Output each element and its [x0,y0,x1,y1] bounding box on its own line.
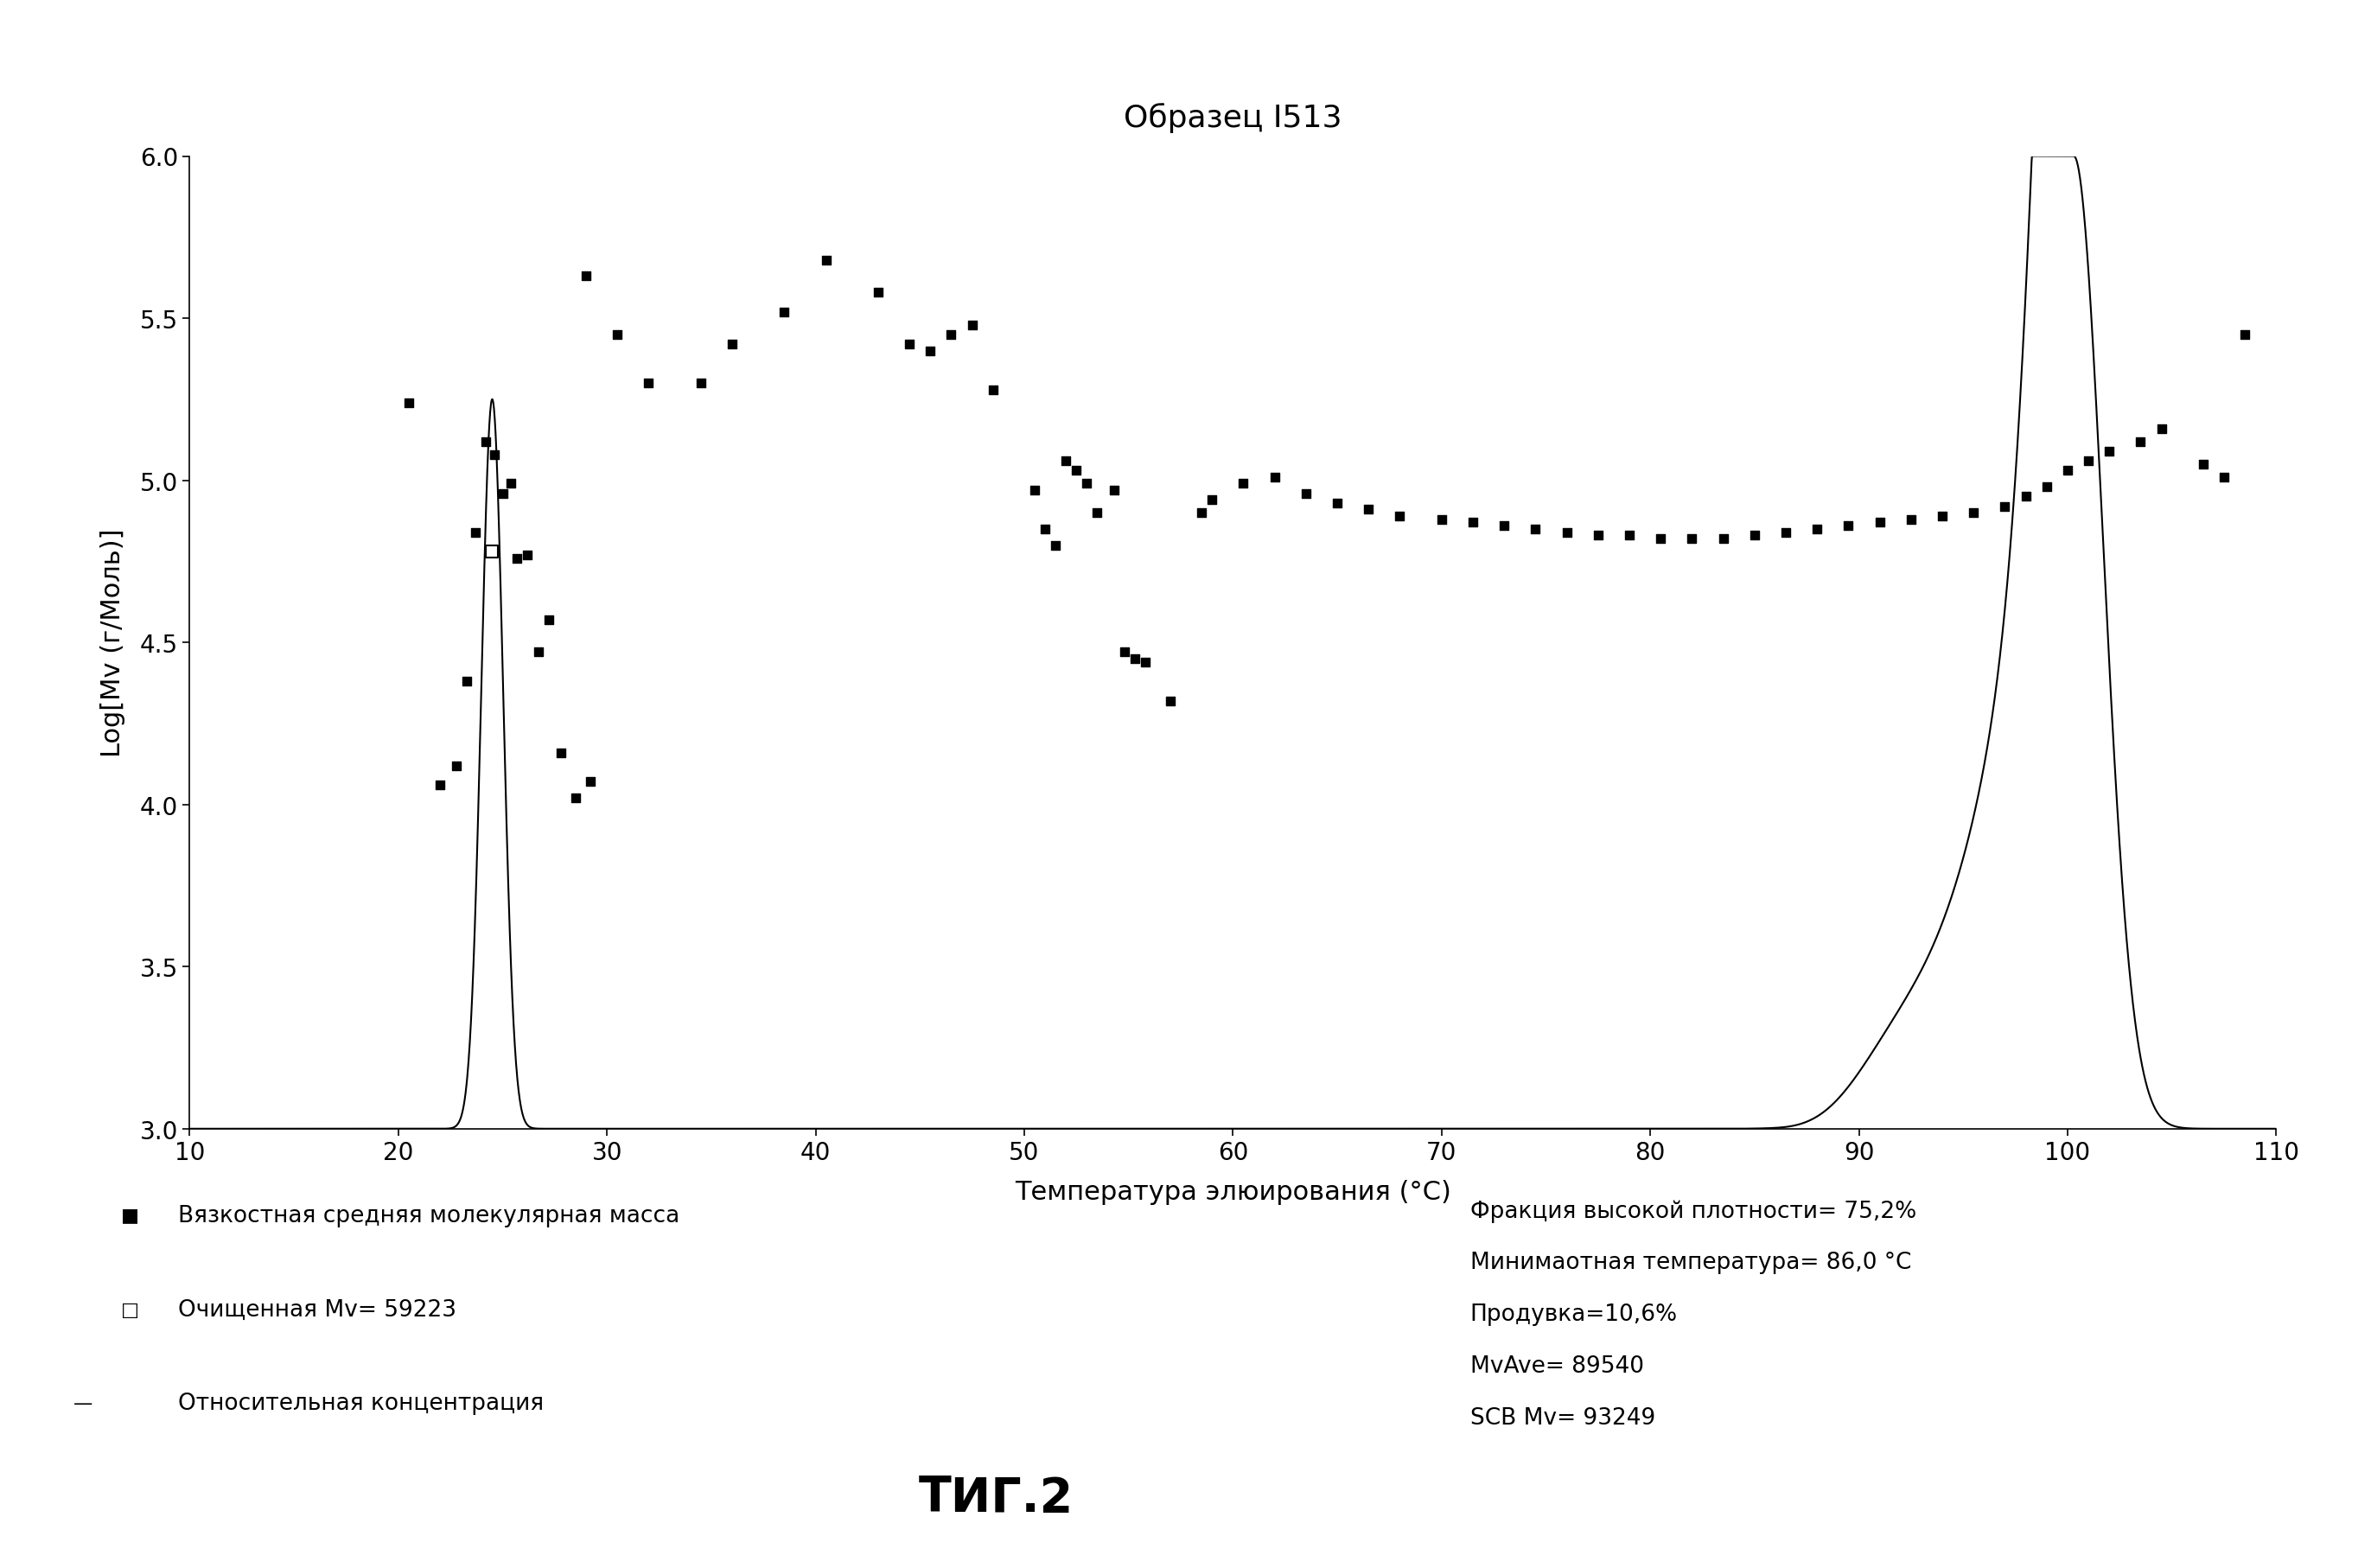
Point [714,332,752,358]
Point [1057,458,1095,483]
Point [557,786,595,811]
Y-axis label: Log[Mv (г/Моль)]: Log[Mv (г/Моль)] [100,528,126,757]
Point [2205,466,2243,491]
Point [422,773,460,798]
Point [529,608,567,633]
Point [631,372,669,397]
Point [439,754,477,779]
Point [974,378,1012,403]
Point [1105,640,1143,665]
Point [891,332,929,358]
Title: Образец I513: Образец I513 [1124,102,1342,133]
Text: ΤИГ.2: ΤИГ.2 [918,1474,1074,1521]
Point [806,248,844,273]
Point [858,281,896,306]
Point [1048,448,1086,474]
Point [510,543,548,568]
Point [910,339,948,364]
Point [1517,517,1555,543]
Text: Относительная концентрация: Относительная концентрация [178,1392,543,1414]
Text: Очищенная Mv= 59223: Очищенная Mv= 59223 [178,1298,455,1320]
Point [467,430,505,455]
Point [1117,646,1155,671]
X-axis label: Температура элюирования (°C): Температура элюирования (°C) [1015,1179,1451,1204]
Point [571,770,609,795]
Point [543,740,581,765]
Point [389,390,427,416]
Point [1257,466,1295,491]
Point [766,299,804,325]
Point [1152,688,1190,713]
Point [2070,448,2108,474]
Point [458,521,496,546]
Point [2143,417,2181,442]
Text: Вязкостная средняя молекулярная масса: Вязкостная средняя молекулярная масса [178,1204,680,1226]
Point [2184,452,2222,477]
Point [1015,478,1053,503]
Point [1380,503,1418,528]
Point [1610,524,1648,549]
Point [932,323,970,348]
Point [1579,524,1617,549]
Point [1079,500,1117,525]
Point [1453,511,1491,536]
Point [1923,503,1961,528]
Point [1674,527,1712,552]
Point [1987,494,2025,519]
Text: ■: ■ [121,1206,140,1225]
Point [2122,430,2160,455]
Point [953,312,991,337]
Point [597,323,635,348]
Text: SCB Mv= 93249: SCB Mv= 93249 [1470,1406,1655,1428]
Text: Продувка=10,6%: Продувка=10,6% [1470,1303,1679,1325]
Point [1036,533,1074,558]
Text: Фракция высокой плотности= 75,2%: Фракция высокой плотности= 75,2% [1470,1200,1916,1223]
Point [1830,514,1868,539]
Point [1705,527,1743,552]
Text: □: □ [121,1300,140,1319]
Point [1223,472,1261,497]
Point [1027,517,1065,543]
Text: MvAve= 89540: MvAve= 89540 [1470,1355,1643,1377]
Point [1349,497,1387,522]
Point [1183,500,1221,525]
Point [1548,521,1586,546]
Point [1641,527,1679,552]
Point [448,670,486,695]
Point [1892,506,1930,532]
Point [1126,649,1164,674]
Point [1861,511,1899,536]
Point [1287,481,1325,506]
Point [1318,491,1356,516]
Point [474,442,512,467]
Point [2027,475,2065,500]
Point [484,481,522,506]
Point [498,546,536,571]
Point [1067,472,1105,497]
Point [1954,500,1992,525]
Point [1423,506,1461,532]
Point [1736,524,1774,549]
Point [683,372,721,397]
Point [1797,517,1835,543]
Point [1095,478,1133,503]
Point [474,539,512,564]
Point [493,472,531,497]
Point [519,640,557,665]
Text: —: — [74,1394,92,1413]
Point [1193,488,1231,513]
Point [2049,458,2086,483]
Text: Минимаотная температура= 86,0 °C: Минимаотная температура= 86,0 °C [1470,1251,1911,1273]
Point [2091,439,2129,464]
Point [2226,323,2264,348]
Point [1484,514,1522,539]
Point [1766,521,1804,546]
Point [2006,485,2044,510]
Point [567,263,605,289]
